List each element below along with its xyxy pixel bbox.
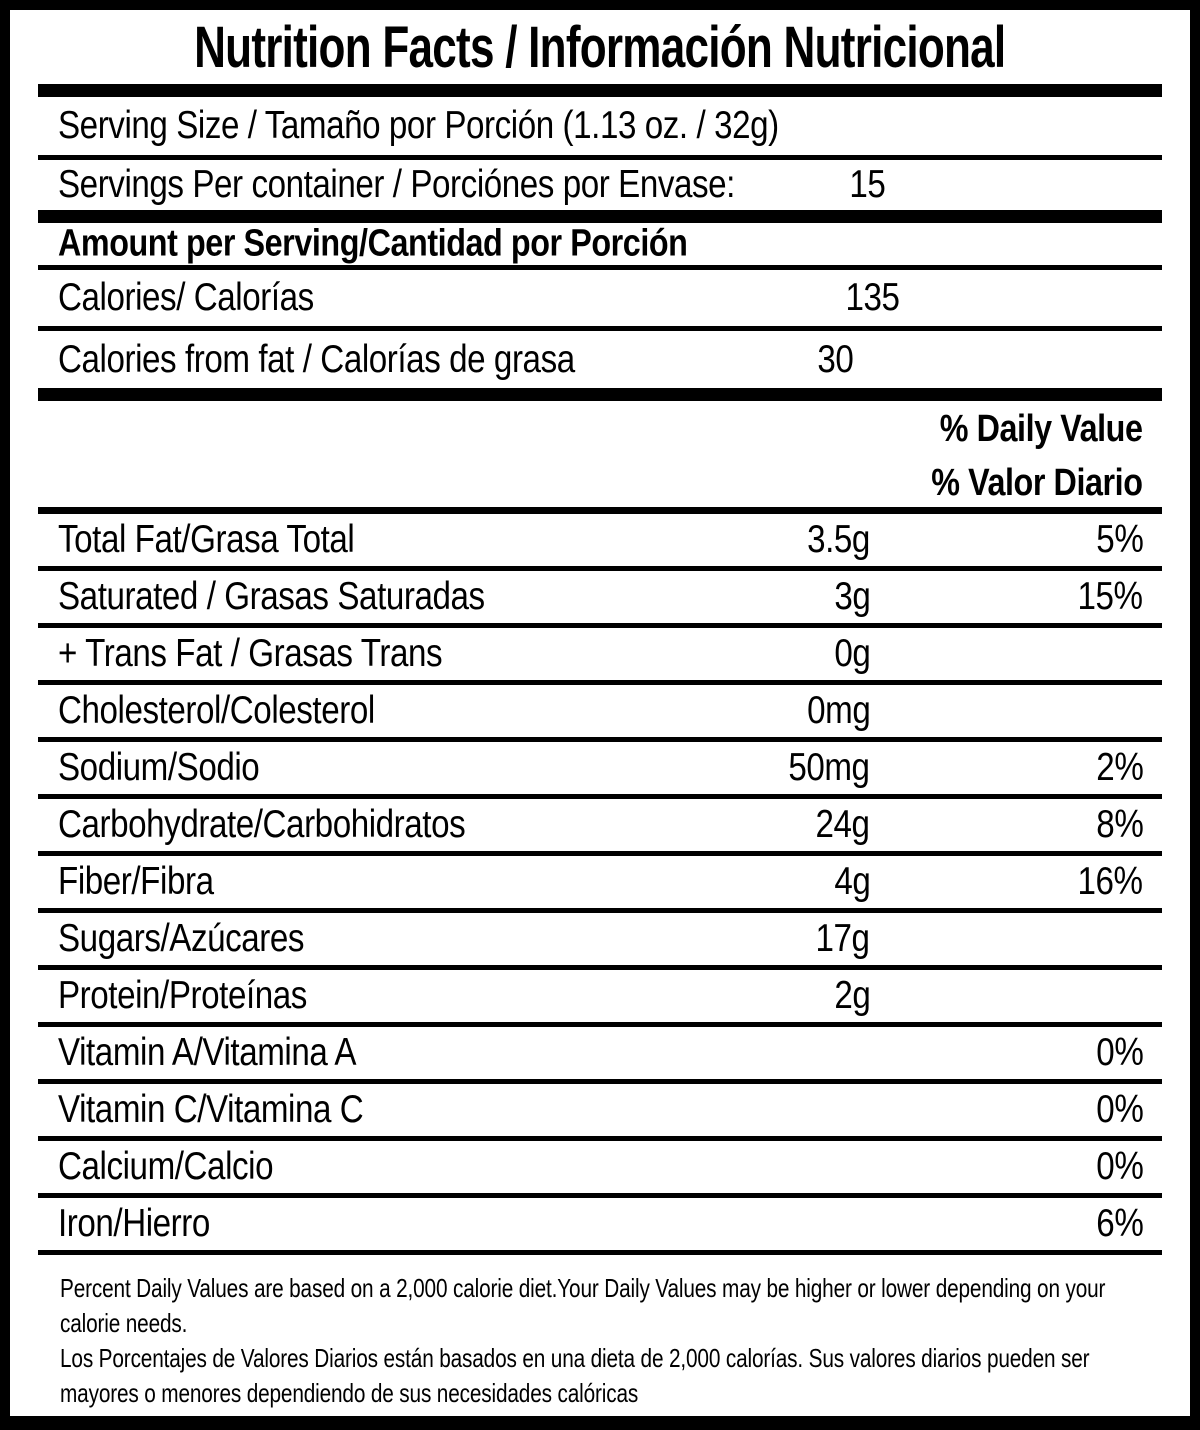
footnote-section: Percent Daily Values are based on a 2,00…	[38, 1255, 1162, 1411]
nutrient-amount: 2g	[833, 974, 870, 1017]
nutrient-row: Carbohydrate/Carbohidratos 24g 8%	[38, 799, 1162, 856]
servings-per-container-value: 15	[848, 163, 885, 206]
footnote-text-block: Percent Daily Values are based on a 2,00…	[60, 1271, 1152, 1411]
nutrient-label: Sodium/Sodio	[58, 746, 260, 789]
nutrient-amount: 3g	[833, 575, 870, 618]
nutrient-row: Fiber/Fibra 4g 16%	[38, 856, 1162, 913]
daily-value-header-es: % Valor Diario	[931, 462, 1144, 504]
calories-from-fat-row: Calories from fat / Calorías de grasa 30	[38, 331, 1162, 388]
nutrient-amount: 4g	[833, 860, 870, 903]
servings-per-container-label: Servings Per container / Porciónes por E…	[58, 163, 735, 206]
nutrient-row: Vitamin C/Vitamina C 0%	[38, 1084, 1162, 1141]
servings-per-container-row: Servings Per container / Porciónes por E…	[38, 160, 1162, 210]
nutrient-label: Calcium/Calcio	[58, 1145, 274, 1188]
title-divider-bar	[38, 84, 1162, 97]
nutrient-row: Saturated / Grasas Saturadas 3g 15%	[38, 571, 1162, 628]
nutrient-label: Vitamin C/Vitamina C	[58, 1088, 364, 1131]
calories-from-fat-label: Calories from fat / Calorías de grasa	[58, 337, 575, 381]
nutrient-row: Sugars/Azúcares 17g	[38, 913, 1162, 970]
nutrient-row: Sodium/Sodio 50mg 2%	[38, 742, 1162, 799]
nutrient-daily-value: 0%	[1095, 1031, 1143, 1074]
footnote-english: Percent Daily Values are based on a 2,00…	[60, 1273, 1106, 1338]
nutrient-row: Protein/Proteínas 2g	[38, 970, 1162, 1027]
calories-value: 135	[845, 276, 900, 319]
nutrient-daily-value: 6%	[1095, 1202, 1143, 1245]
daily-value-header-en: % Daily Value	[940, 408, 1143, 450]
calories-label: Calories/ Calorías	[58, 276, 314, 319]
calories-from-fat-value: 30	[816, 337, 853, 381]
serving-size-text: Serving Size / Tamaño por Porción (1.13 …	[58, 104, 779, 147]
nutrient-daily-value: 8%	[1095, 803, 1143, 846]
nutrient-daily-value: 0%	[1095, 1088, 1143, 1131]
nutrient-amount: 0mg	[806, 689, 871, 732]
nutrient-row: Iron/Hierro 6%	[38, 1198, 1162, 1255]
nutrient-label: Sugars/Azúcares	[58, 917, 305, 960]
nutrients-table: Total Fat/Grasa Total 3.5g 5% Saturated / G…	[38, 514, 1162, 1255]
nutrient-row: + Trans Fat / Grasas Trans 0g	[38, 628, 1162, 685]
nutrient-label: Total Fat/Grasa Total	[58, 518, 355, 561]
label-title: Nutrition Facts / Información Nutriciona…	[194, 14, 1006, 80]
nutrient-amount: 3.5g	[807, 518, 870, 561]
nutrient-daily-value: 16%	[1077, 860, 1144, 903]
nutrient-amount: 0g	[833, 632, 870, 675]
nutrient-label: Cholesterol/Colesterol	[58, 689, 375, 732]
nutrient-label: Iron/Hierro	[58, 1202, 210, 1245]
nutrient-row: Total Fat/Grasa Total 3.5g 5%	[38, 514, 1162, 571]
nutrient-daily-value: 0%	[1095, 1145, 1143, 1188]
nutrient-daily-value: 2%	[1095, 746, 1143, 789]
nutrient-daily-value: 5%	[1095, 518, 1143, 561]
nutrient-label: Carbohydrate/Carbohidratos	[58, 803, 466, 846]
daily-value-header-block: % Daily Value % Valor Diario	[38, 401, 1162, 507]
nutrient-daily-value: 15%	[1077, 575, 1144, 618]
amount-per-serving-header: Amount per Serving/Cantidad por Porción	[58, 222, 688, 265]
calories-row: Calories/ Calorías 135	[38, 270, 1162, 331]
nutrient-amount: 50mg	[788, 746, 871, 789]
servings-divider-bar	[38, 210, 1162, 223]
nutrient-row: Calcium/Calcio 0%	[38, 1141, 1162, 1198]
nutrient-row: Vitamin A/Vitamina A 0%	[38, 1027, 1162, 1084]
footnote-spanish: Los Porcentajes de Valores Diarios están…	[60, 1343, 1090, 1408]
nutrient-label: Saturated / Grasas Saturadas	[58, 575, 485, 618]
nutrient-label: Fiber/Fibra	[58, 860, 214, 903]
serving-size-row: Serving Size / Tamaño por Porción (1.13 …	[38, 97, 1162, 160]
nutrient-label: + Trans Fat / Grasas Trans	[58, 632, 443, 675]
nutrient-amount: 24g	[815, 803, 870, 846]
nutrient-row: Cholesterol/Colesterol 0mg	[38, 685, 1162, 742]
daily-value-divider-bar	[38, 507, 1162, 514]
calories-divider-bar	[38, 388, 1162, 401]
amount-per-serving-header-row: Amount per Serving/Cantidad por Porción	[38, 223, 1162, 270]
nutrient-amount: 17g	[815, 917, 870, 960]
nutrient-label: Protein/Proteínas	[58, 974, 307, 1017]
title-row: Nutrition Facts / Información Nutriciona…	[38, 10, 1162, 84]
nutrient-label: Vitamin A/Vitamina A	[58, 1031, 357, 1074]
